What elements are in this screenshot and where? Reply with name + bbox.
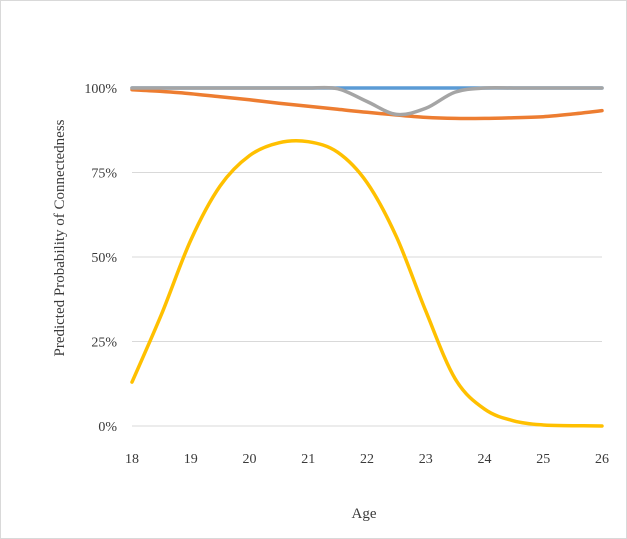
x-tick-label: 21: [301, 452, 315, 467]
x-tick-label: 19: [184, 452, 198, 467]
x-tick-label: 24: [478, 452, 492, 467]
x-tick-label: 23: [419, 452, 433, 467]
series-line-yellow: [130, 139, 604, 428]
gridlines: [132, 87, 602, 427]
x-tick-label: 18: [125, 452, 139, 467]
series-lines: [130, 85, 604, 428]
x-tick-labels: 18 19 20 21 22 23 24 25 26: [125, 452, 609, 467]
y-tick-label: 25%: [91, 336, 117, 351]
y-tick-label: 50%: [91, 251, 117, 266]
y-tick-labels: 0% 25% 50% 75% 100%: [84, 82, 117, 435]
y-tick-label: 0%: [98, 420, 117, 435]
series-line-gray: [130, 85, 604, 117]
x-tick-label: 26: [595, 452, 609, 467]
x-axis-title: Age: [352, 506, 377, 522]
x-tick-label: 20: [243, 452, 257, 467]
series-line-orange: [130, 87, 604, 121]
y-tick-label: 75%: [91, 167, 117, 182]
x-tick-label: 25: [536, 452, 550, 467]
y-axis-title: Predicted Probability of Connectedness: [52, 119, 68, 356]
y-tick-label: 100%: [84, 82, 117, 97]
x-tick-label: 22: [360, 452, 374, 467]
